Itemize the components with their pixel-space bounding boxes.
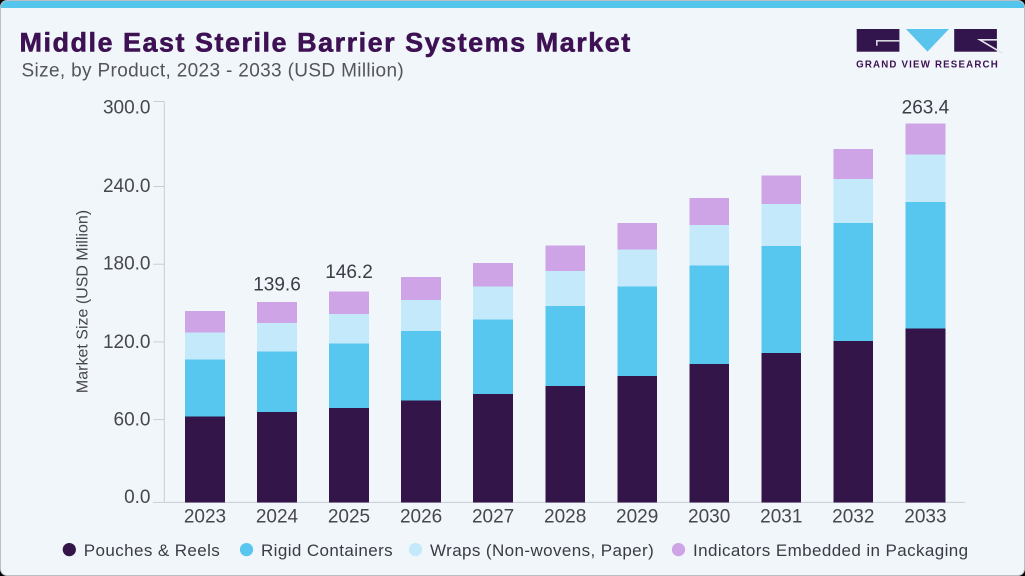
- svg-text:Size, by Product, 2023 - 2033: Size, by Product, 2023 - 2033 (USD Milli…: [22, 60, 405, 81]
- svg-text:60.0: 60.0: [114, 410, 151, 431]
- svg-text:2032: 2032: [832, 507, 874, 528]
- svg-text:146.2: 146.2: [325, 262, 373, 283]
- svg-text:Indicators Embedded in Packagi: Indicators Embedded in Packaging: [693, 541, 969, 560]
- svg-text:240.0: 240.0: [103, 176, 151, 197]
- svg-text:2033: 2033: [904, 507, 946, 528]
- svg-text:Middle East Sterile Barrier Sy: Middle East Sterile Barrier Systems Mark…: [20, 27, 632, 57]
- svg-text:263.4: 263.4: [902, 98, 950, 119]
- svg-text:2027: 2027: [472, 507, 514, 528]
- svg-text:GRAND VIEW RESEARCH: GRAND VIEW RESEARCH: [856, 59, 999, 70]
- svg-text:Wraps (Non-wovens, Paper): Wraps (Non-wovens, Paper): [430, 541, 654, 560]
- svg-text:300.0: 300.0: [103, 98, 151, 119]
- svg-text:0.0: 0.0: [124, 487, 150, 508]
- svg-text:2028: 2028: [544, 507, 586, 528]
- svg-text:2023: 2023: [184, 507, 226, 528]
- svg-text:2025: 2025: [328, 507, 370, 528]
- svg-text:139.6: 139.6: [253, 275, 301, 296]
- svg-text:180.0: 180.0: [103, 254, 151, 275]
- svg-text:2030: 2030: [688, 507, 730, 528]
- svg-text:2024: 2024: [256, 507, 299, 528]
- svg-text:Rigid Containers: Rigid Containers: [261, 541, 393, 560]
- svg-text:2029: 2029: [616, 507, 658, 528]
- svg-text:Market Size (USD Million): Market Size (USD Million): [74, 210, 91, 393]
- svg-text:2031: 2031: [760, 507, 802, 528]
- svg-text:Pouches & Reels: Pouches & Reels: [84, 541, 220, 560]
- svg-text:120.0: 120.0: [103, 332, 151, 353]
- svg-text:2026: 2026: [400, 507, 442, 528]
